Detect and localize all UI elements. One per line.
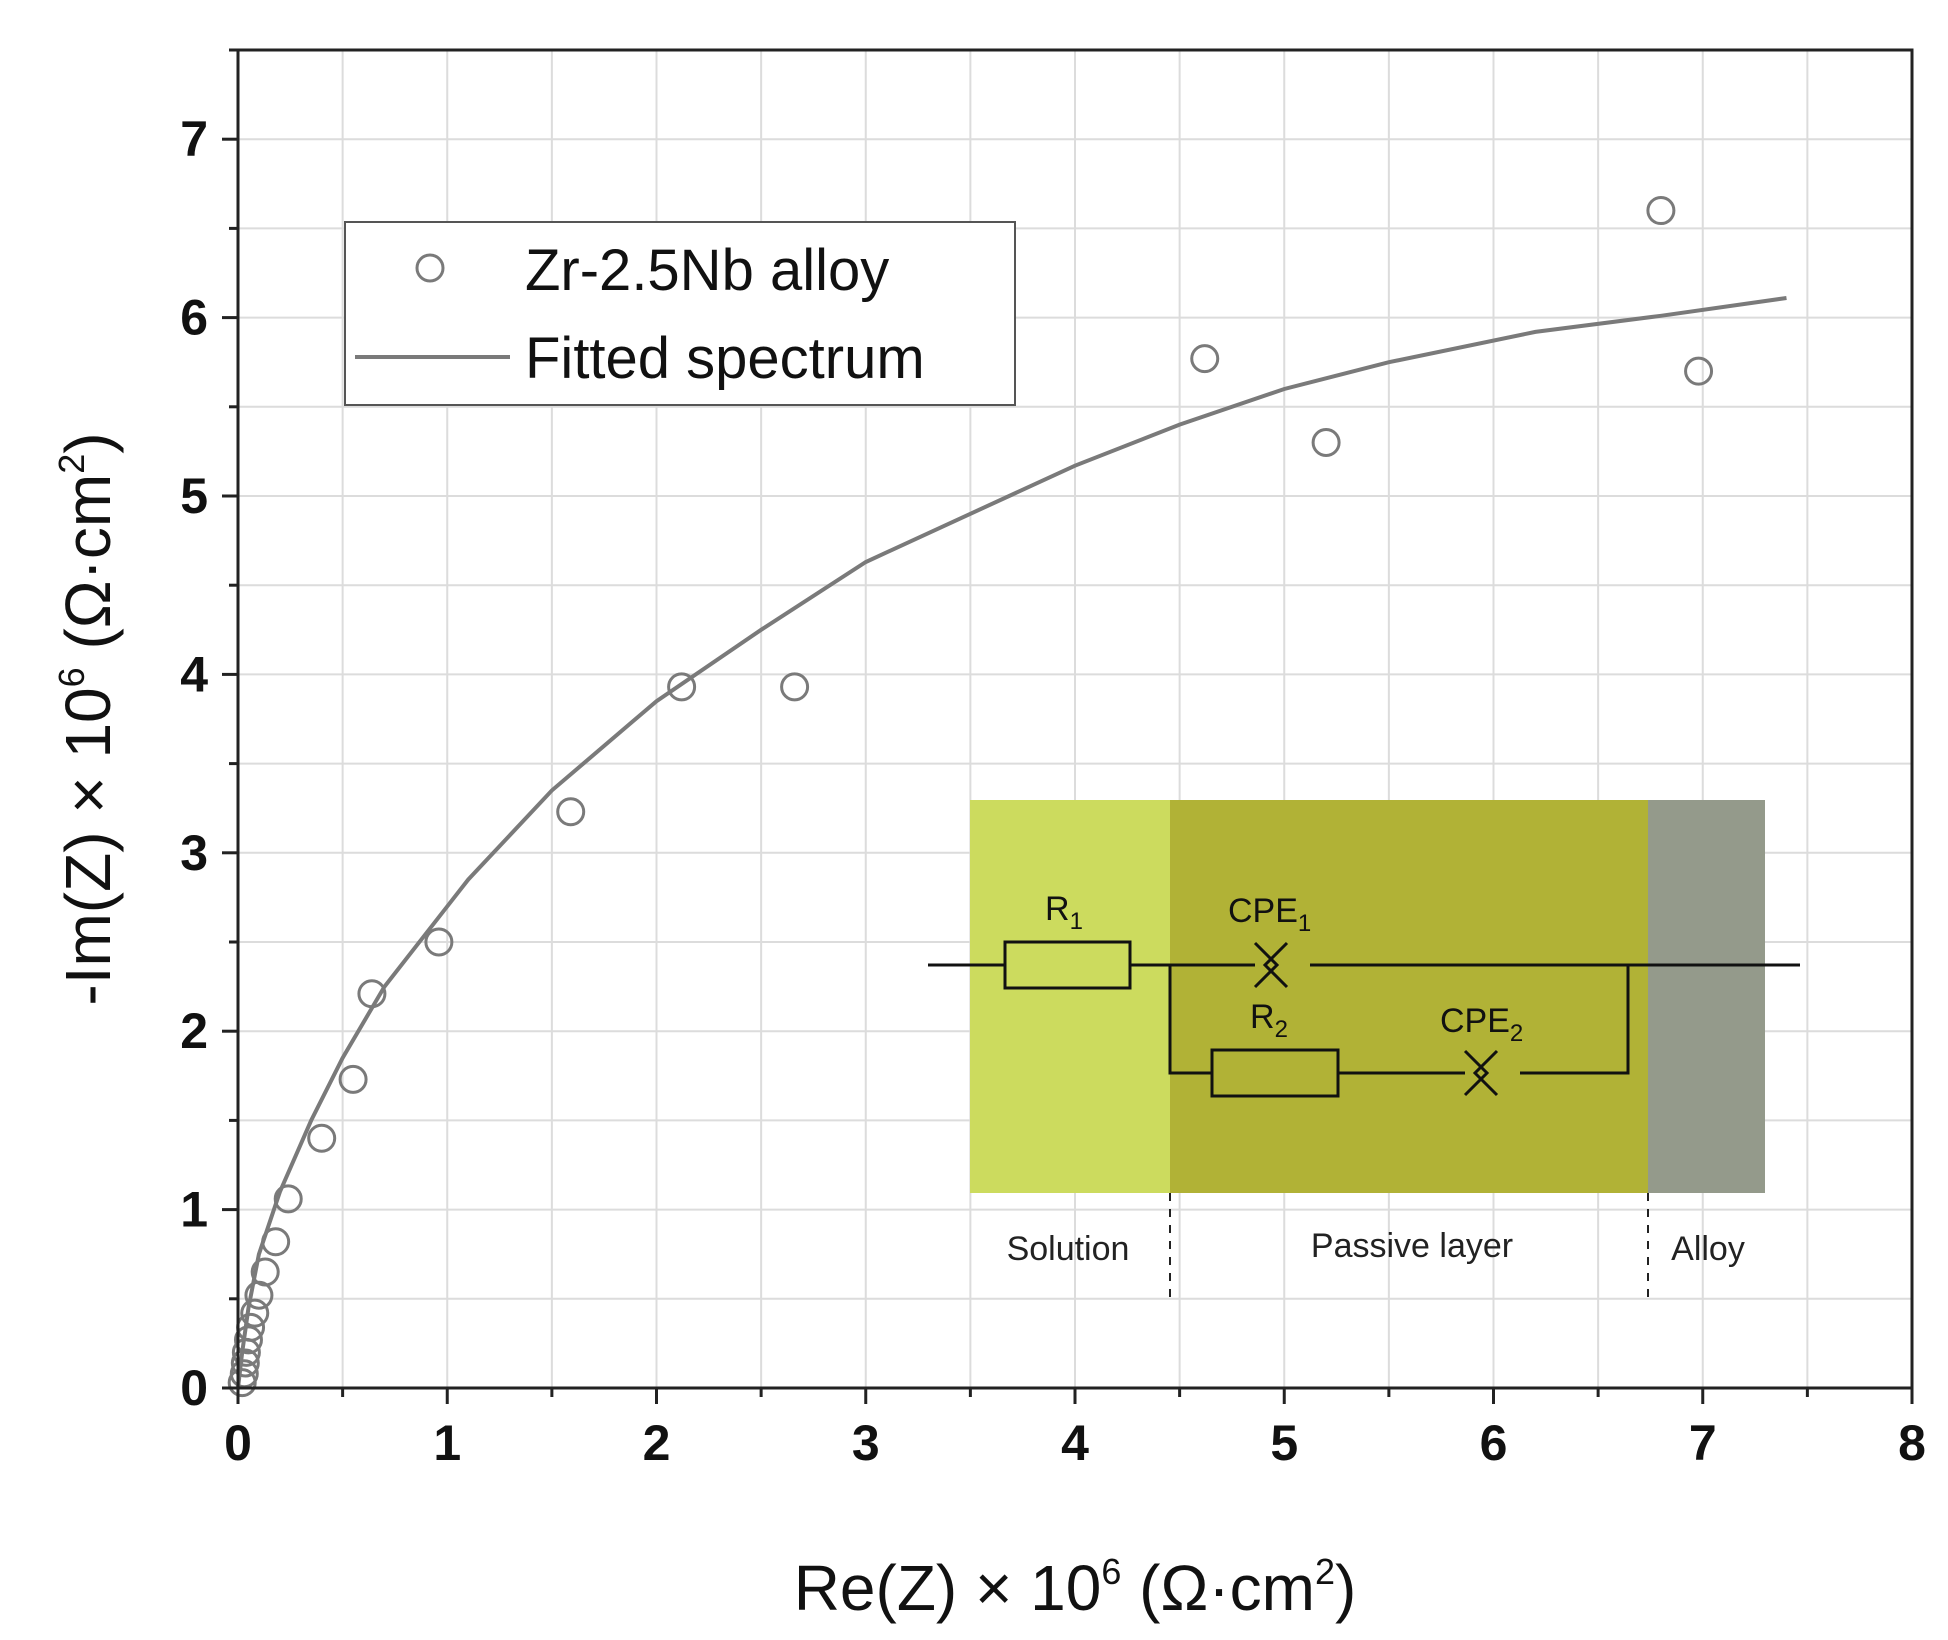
data-point	[230, 1348, 260, 1378]
x-tick-label: 1	[433, 1415, 461, 1471]
x-tick-label: 8	[1898, 1415, 1926, 1471]
cpe2-symbol	[1463, 1049, 1499, 1097]
y-tick-label: 7	[180, 111, 208, 167]
cpe-plate	[1262, 941, 1289, 989]
x-tick-label: 0	[224, 1415, 252, 1471]
y-tick-label: 6	[180, 290, 208, 346]
resistor-r2	[1210, 1048, 1340, 1098]
data-point	[273, 1184, 303, 1214]
y-tick-label: 0	[180, 1360, 208, 1416]
y-tick-label: 1	[180, 1182, 208, 1238]
legend-box	[344, 221, 1016, 406]
y-tick-label: 4	[180, 646, 208, 702]
alloy-region	[1648, 800, 1765, 1193]
axis-ticks	[222, 48, 1914, 1404]
equivalent-circuit-inset: R1 CPE1 R2 CPE2 Solution Passive layer A…	[928, 800, 1800, 1300]
cpe-plate	[1253, 941, 1280, 989]
resistor-r1	[1003, 940, 1132, 990]
x-tick-labels: 0 1 2 3 4 5 6 7 8	[224, 1415, 1926, 1471]
y-tick-label: 2	[180, 1003, 208, 1059]
cpe-plate	[1472, 1049, 1499, 1097]
solution-region	[970, 800, 1170, 1193]
wire	[1168, 965, 1212, 1075]
cpe-plate	[1463, 1049, 1490, 1097]
data-point	[780, 672, 810, 702]
data-point	[307, 1123, 337, 1153]
legend-entry-markers: Zr-2.5Nb alloy	[525, 238, 889, 303]
y-tick-label: 5	[180, 468, 208, 524]
x-tick-label: 6	[1480, 1415, 1508, 1471]
data-point	[667, 672, 697, 702]
data-point	[250, 1257, 280, 1287]
solution-label: Solution	[1007, 1230, 1130, 1268]
r2-label: R2	[1250, 998, 1288, 1043]
wire	[1520, 965, 1630, 1075]
region-dividers	[1169, 1193, 1649, 1300]
data-point	[233, 1325, 263, 1355]
x-tick-label: 3	[852, 1415, 880, 1471]
cpe2-label: CPE2	[1440, 1002, 1523, 1047]
data-point	[1646, 196, 1676, 226]
data-point	[556, 797, 586, 827]
legend-marker-circle	[415, 253, 445, 283]
cpe1-symbol	[1253, 941, 1289, 989]
x-tick-label: 5	[1270, 1415, 1298, 1471]
cpe1-label: CPE1	[1228, 892, 1311, 937]
x-tick-label: 4	[1061, 1415, 1089, 1471]
data-point	[424, 927, 454, 957]
x-axis-title: Re(Z) × 106 (Ω·cm2)	[794, 1551, 1357, 1624]
legend-entry-line: Fitted spectrum	[525, 326, 925, 391]
data-point	[240, 1298, 270, 1328]
x-tick-label: 7	[1689, 1415, 1717, 1471]
data-point	[1311, 427, 1341, 457]
y-axis-title: -Im(Z) × 106 (Ω·cm2)	[51, 432, 124, 1005]
y-tick-label: 3	[180, 825, 208, 881]
passive-layer-label: Passive layer	[1311, 1227, 1513, 1265]
data-point	[338, 1064, 368, 1094]
data-points	[227, 196, 1714, 1398]
data-point	[1684, 356, 1714, 386]
fitted-spectrum-line	[236, 296, 1787, 1389]
x-tick-label: 2	[643, 1415, 671, 1471]
data-point	[261, 1227, 291, 1257]
data-point	[357, 979, 387, 1009]
data-point	[1190, 344, 1220, 374]
alloy-label: Alloy	[1671, 1230, 1745, 1268]
circuit-wires	[928, 963, 1800, 1075]
r1-label: R1	[1045, 890, 1083, 935]
legend: Zr-2.5Nb alloy Fitted spectrum	[344, 221, 1016, 406]
passive-layer-region	[1170, 800, 1648, 1193]
y-tick-labels: 0 1 2 3 4 5 6 7	[180, 111, 208, 1416]
